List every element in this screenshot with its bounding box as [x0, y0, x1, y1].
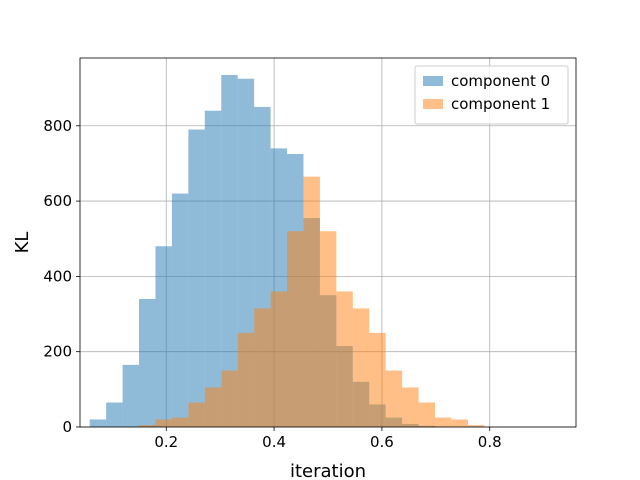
y-tick-label: 0 — [62, 418, 72, 436]
histogram-bar-series-1 — [402, 387, 419, 427]
histogram-bar-series-1 — [287, 231, 304, 427]
plot-frame — [79, 57, 577, 428]
x-tick-label: 0.8 — [478, 433, 502, 451]
y-tick-label: 400 — [43, 267, 72, 285]
histogram-bar-series-1 — [352, 308, 370, 427]
axis-ticks: 0.2 0.4 0.6 0.8 0 200 400 600 800 — [43, 117, 501, 451]
legend-entry-label: component 0 — [451, 72, 550, 90]
histogram-bar-series-0 — [106, 402, 123, 427]
histogram-bar-series-0 — [122, 364, 140, 427]
legend-entry-label: component 1 — [451, 95, 550, 113]
histogram-bar-series-0 — [171, 193, 189, 427]
histogram-bar-series-0 — [89, 419, 107, 427]
x-axis-label: iteration — [290, 461, 366, 480]
histogram-bar-series-1 — [451, 419, 468, 427]
histogram-bar-series-1 — [221, 370, 238, 427]
legend-swatch — [423, 99, 443, 109]
histogram-bar-series-1 — [336, 291, 353, 427]
histogram-bar-series-1 — [303, 176, 320, 427]
y-tick-label: 600 — [43, 192, 72, 210]
histogram-bar-series-1 — [237, 332, 255, 427]
histogram-bar-series-1 — [270, 291, 288, 427]
y-tick-label: 200 — [43, 343, 72, 361]
histogram-bar-series-0 — [221, 74, 238, 427]
histogram-bar-series-1 — [319, 231, 337, 427]
x-tick-label: 0.6 — [370, 433, 394, 451]
histogram-bar-series-1 — [139, 425, 156, 427]
histogram-bar-series-0 — [155, 246, 172, 427]
y-axis-label: KL — [12, 232, 33, 254]
histogram-bar-series-1 — [188, 402, 205, 427]
histogram-bar-series-1 — [204, 387, 222, 427]
histogram-bar-series-1 — [435, 417, 452, 427]
histogram-bar-series-1 — [369, 332, 386, 427]
histogram-bar-series-0 — [204, 110, 222, 427]
legend-box — [414, 65, 569, 125]
histogram-bar-series-1 — [155, 419, 172, 427]
legend-swatch — [423, 76, 443, 86]
x-tick-label: 0.2 — [154, 433, 178, 451]
histogram-bar-series-0 — [139, 298, 156, 427]
x-tick-label: 0.4 — [262, 433, 286, 451]
histogram-bar-series-1 — [385, 370, 403, 427]
histogram-bar-series-1 — [418, 402, 436, 427]
histogram-bar-series-0 — [188, 129, 205, 427]
histogram-bar-series-1 — [254, 308, 271, 427]
histogram-bar-series-1 — [171, 417, 189, 427]
y-tick-label: 800 — [43, 117, 72, 135]
bars — [89, 74, 485, 428]
legend: component 0 component 1 — [414, 65, 569, 125]
histogram-bar-series-1 — [467, 425, 485, 427]
